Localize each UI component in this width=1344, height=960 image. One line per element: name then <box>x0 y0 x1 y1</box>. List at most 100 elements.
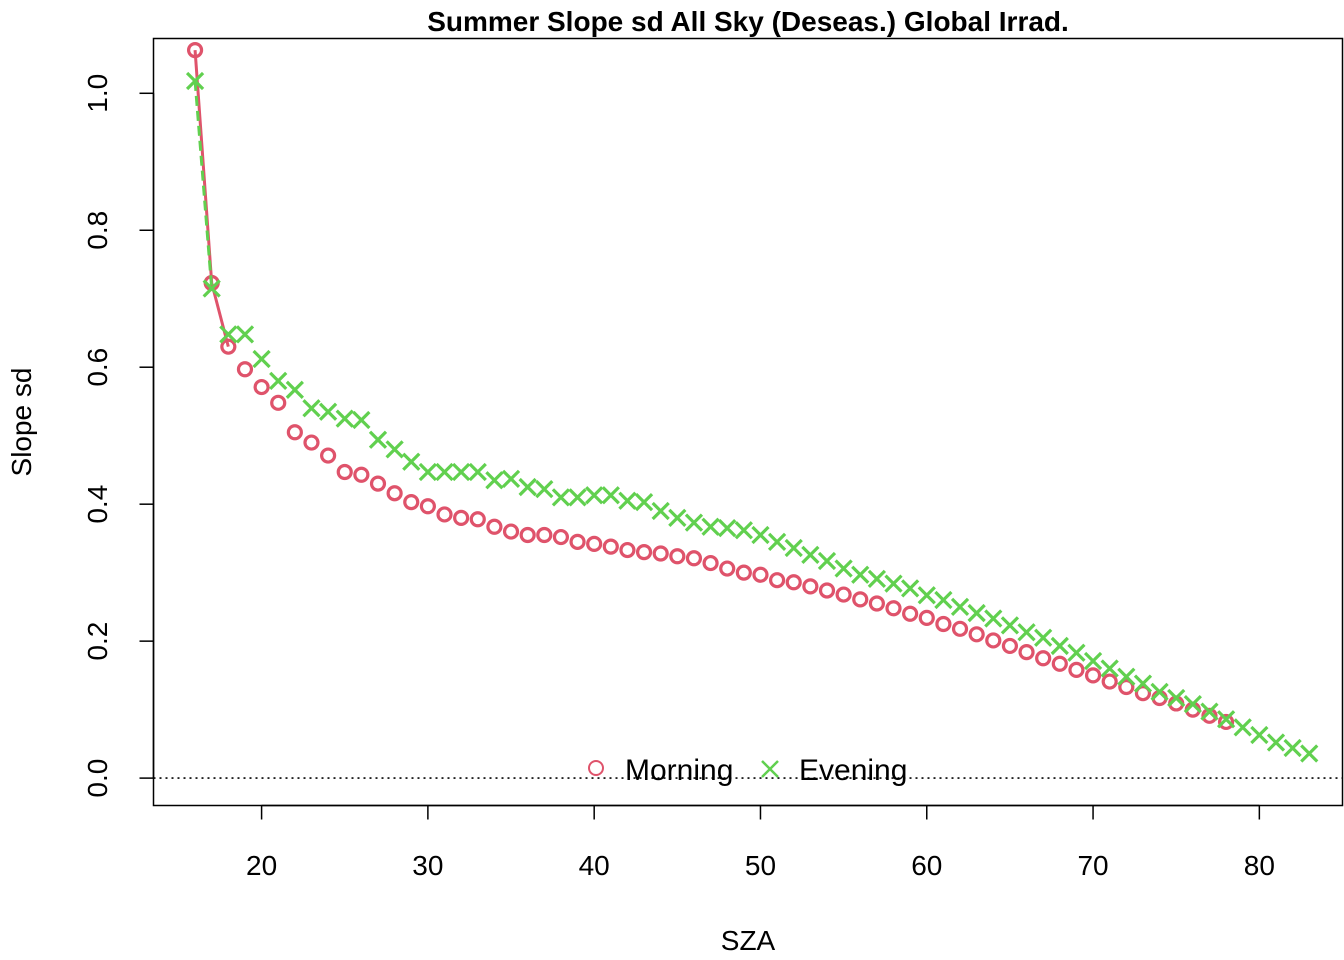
series-morning-point <box>818 582 836 599</box>
x-tick-label: 60 <box>911 850 942 881</box>
series-morning-point <box>220 338 237 355</box>
series-morning-point <box>519 526 536 544</box>
series-morning-point <box>536 526 553 544</box>
series-evening-point <box>1017 623 1036 642</box>
series-morning-point <box>619 541 636 559</box>
series-evening-point <box>219 325 238 344</box>
series-evening-point <box>867 569 887 588</box>
series-morning-point <box>502 523 520 540</box>
series-evening-point <box>385 440 404 459</box>
legend: Morning Evening <box>588 754 907 787</box>
series-morning-point <box>569 533 586 550</box>
series-morning-point <box>985 632 1002 649</box>
series-evening-point <box>618 491 637 510</box>
series-morning-point <box>1134 685 1152 702</box>
series-morning-point <box>1051 655 1068 672</box>
series-morning-point <box>436 506 453 523</box>
series-evening-point <box>352 410 371 430</box>
series-morning <box>186 42 1235 731</box>
y-tick-label: 0.6 <box>82 348 113 387</box>
x-axis-label: SZA <box>721 925 776 956</box>
x-tick-label: 20 <box>246 850 277 881</box>
series-morning-point <box>1084 667 1102 684</box>
series-evening-point <box>1067 643 1086 662</box>
series-evening-point <box>1100 659 1119 678</box>
series-morning-point <box>852 591 869 608</box>
x-tick-label: 70 <box>1077 850 1108 881</box>
series-morning-point <box>719 560 736 577</box>
series-morning-point <box>785 574 802 591</box>
series-evening-point <box>551 488 571 507</box>
series-evening-point <box>1167 688 1186 708</box>
series-evening-point <box>252 349 271 369</box>
series-evening-point <box>734 521 753 540</box>
series-morning-point <box>702 554 719 572</box>
series-evening-point <box>585 486 604 505</box>
series-morning-point <box>935 615 952 633</box>
series-morning-point <box>336 463 353 481</box>
series-evening-point <box>285 380 304 399</box>
series-evening-point <box>801 545 820 564</box>
series-morning-point <box>320 447 337 464</box>
series-morning-point <box>286 424 303 441</box>
series-evening-point <box>917 586 936 605</box>
series-morning-point <box>1217 713 1235 731</box>
series-morning-point <box>469 511 486 528</box>
series-evening-point <box>984 609 1003 628</box>
series-morning-point <box>486 518 503 535</box>
series-morning-point <box>453 509 470 526</box>
series-morning-point <box>902 605 919 622</box>
series-evening-point <box>1200 702 1219 721</box>
series-evening-point <box>950 597 970 617</box>
series-morning-point <box>303 434 320 451</box>
series-morning-point <box>1068 661 1085 679</box>
legend-evening-marker <box>761 760 779 778</box>
series-morning-point <box>918 609 935 626</box>
series-evening-point <box>202 279 221 298</box>
series-evening-point <box>651 501 670 521</box>
series-evening-point <box>235 325 255 344</box>
x-tick-label: 50 <box>745 850 776 881</box>
series-evening-point <box>535 479 554 499</box>
series-morning-point <box>186 42 204 59</box>
series-evening-point <box>1083 651 1103 671</box>
series-morning-point <box>1101 673 1118 690</box>
chart-title: Summer Slope sd All Sky (Deseas.) Global… <box>427 6 1069 37</box>
series-evening-point <box>817 551 837 571</box>
series-evening-point <box>518 477 537 497</box>
series-evening-point <box>967 603 986 623</box>
series-morning-point <box>386 485 403 502</box>
series-morning-point <box>602 538 619 555</box>
series-morning-point <box>1201 707 1218 724</box>
series-evening-point <box>1233 718 1252 737</box>
series-evening-point <box>1266 733 1286 752</box>
series-evening-point <box>701 517 720 536</box>
series-evening-point <box>601 486 620 505</box>
series-evening-point <box>684 513 704 532</box>
series-evening-point <box>402 452 421 471</box>
series-morning-point <box>885 600 902 617</box>
series-morning-line <box>193 50 230 348</box>
series-morning-point <box>403 494 420 511</box>
series-morning-point <box>652 545 669 562</box>
series-evening-point <box>468 462 487 482</box>
plot-box <box>152 37 1344 807</box>
series-evening <box>185 71 1319 763</box>
series-evening-point <box>485 471 504 490</box>
y-tick-label: 0.0 <box>82 759 113 798</box>
series-evening-point <box>784 538 803 558</box>
series-morning-point <box>1018 643 1035 661</box>
series-evening-point <box>335 409 354 428</box>
x-tick-label: 80 <box>1244 850 1275 881</box>
y-axis: 0.0 0.2 0.4 0.6 0.8 1.0 <box>82 74 155 798</box>
series-evening-point <box>1117 667 1136 686</box>
legend-item-evening: Evening <box>761 754 907 787</box>
series-morning-point <box>253 378 270 396</box>
y-tick-label: 0.2 <box>82 622 113 661</box>
series-evening-point <box>851 565 870 584</box>
series-morning-point <box>868 595 885 612</box>
series-morning-point <box>270 394 287 411</box>
series-evening-point <box>318 402 338 421</box>
series-evening-point <box>1150 682 1169 701</box>
